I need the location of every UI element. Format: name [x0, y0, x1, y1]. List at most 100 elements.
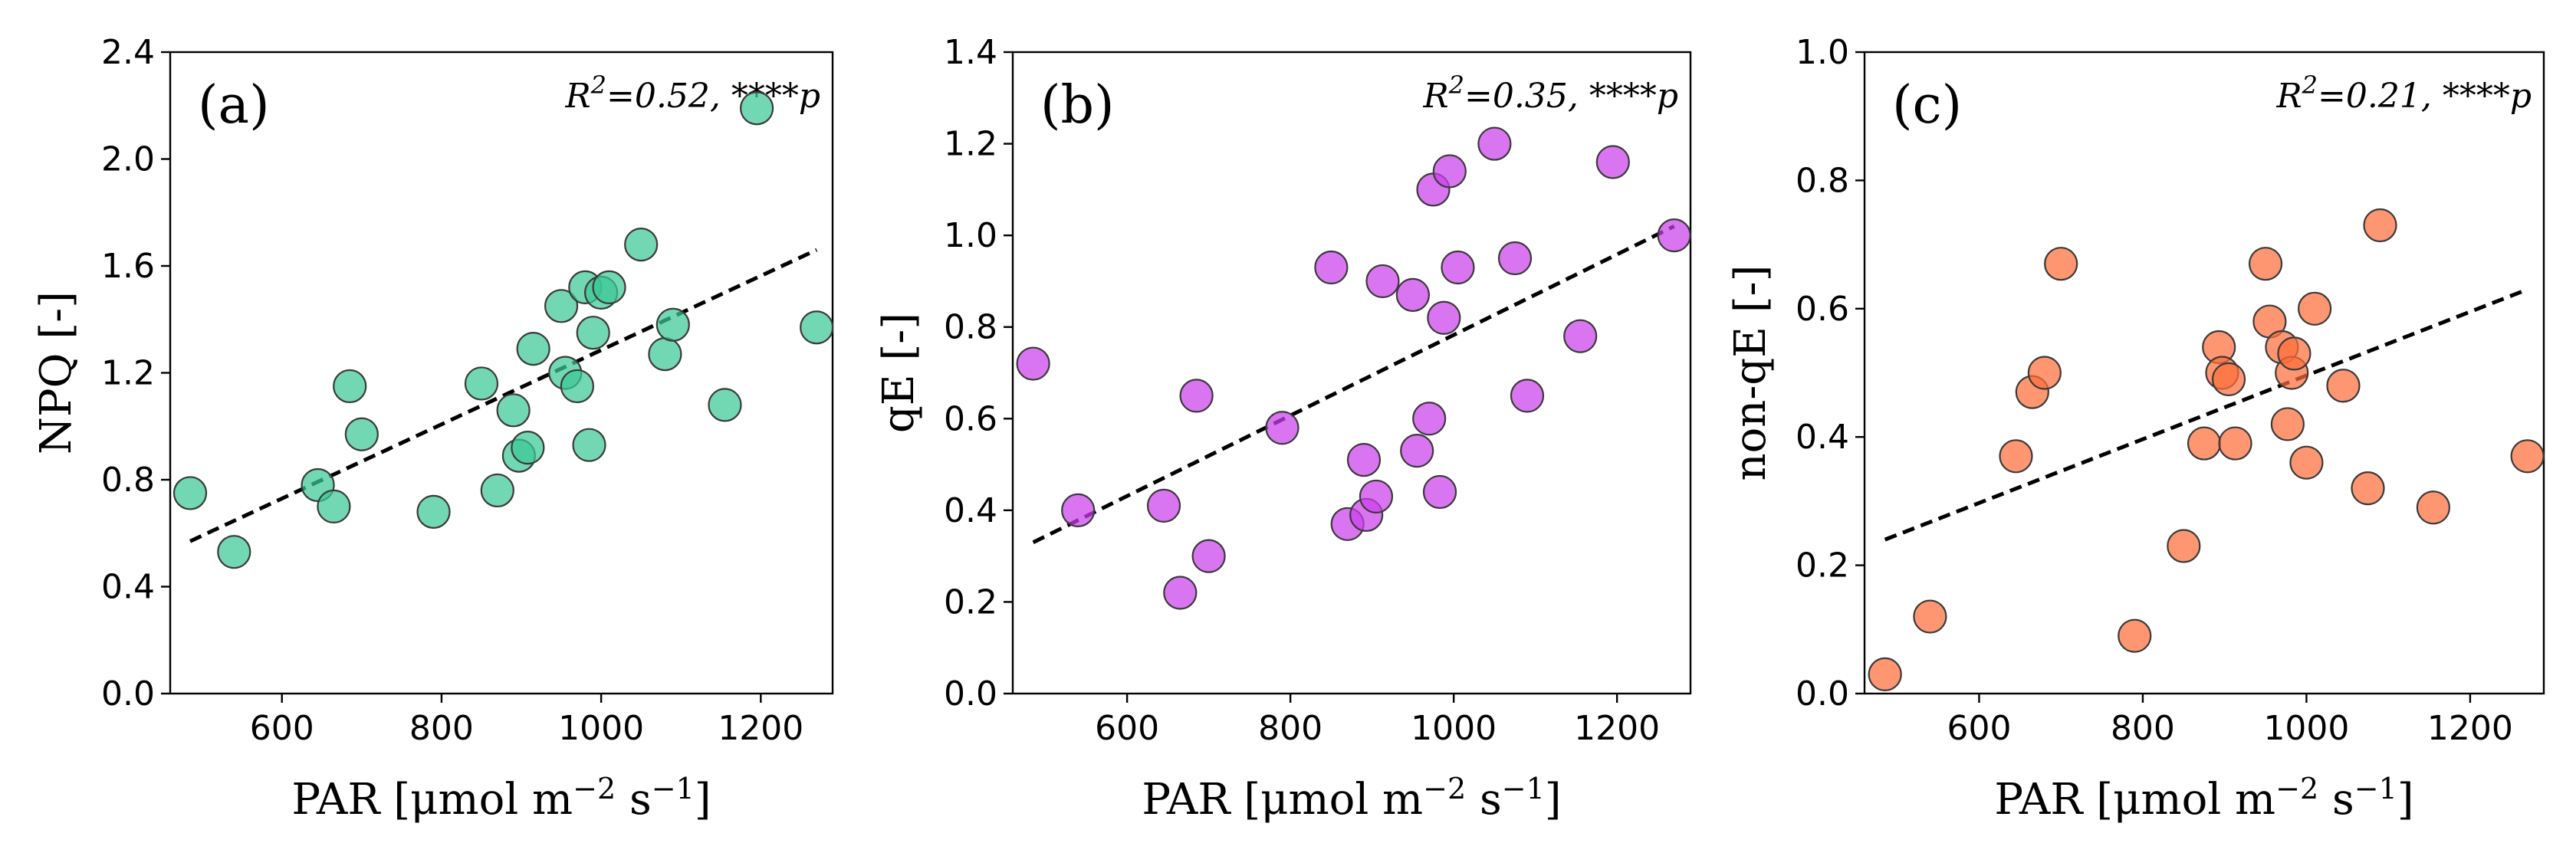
panel-b-data-point	[1441, 250, 1475, 285]
panel-c-y-tick-label: 0.6	[1796, 290, 1849, 329]
panel-a-y-tick-label: 2.4	[101, 33, 155, 72]
panel-c-data-point	[2118, 618, 2152, 653]
panel-c-data-point	[1913, 599, 1947, 634]
panel-c-data-point	[2363, 208, 2397, 243]
panel-b-y-tick-label: 0.6	[944, 399, 997, 438]
panel-b-data-point	[1314, 250, 1349, 285]
panel-b-y-tick-label: 1.0	[944, 216, 997, 255]
panel-c-y-tick-label: 0.8	[1796, 161, 1849, 200]
panel-b: 600 800 1000 1200 0.0 0.2 0.4 0.6 0.8 1.0 1.2 1.4 PA…	[874, 33, 1692, 825]
panel-b-data-point	[1061, 493, 1096, 527]
panel-c-data-point	[2277, 336, 2312, 371]
panel-b-data-point	[1163, 576, 1198, 610]
panel-b-data-point	[1265, 411, 1300, 445]
panel-a-data-point	[648, 336, 682, 372]
panel-c-y-tick-label: 0.0	[1796, 674, 1849, 713]
panel-c-data-point	[2218, 426, 2252, 461]
panel-a-x-axis-label: PAR [μmol m−2 s−1]	[291, 772, 711, 825]
panel-b-data-point	[1179, 379, 1214, 413]
panel-c-r-squared-annotation: R2=0.21, ****p	[2276, 71, 2532, 116]
panel-b-data-point	[1595, 145, 1630, 179]
panel-a-data-point	[740, 91, 774, 126]
panel-a-data-point	[511, 431, 545, 465]
panel-b-data-point	[1365, 264, 1400, 299]
panel-a-data-point	[217, 535, 251, 569]
panel-a-r-squared-annotation: R2=0.52, ****p	[565, 71, 820, 116]
panel-c-data-point	[2326, 369, 2361, 403]
panel-a-data-point	[708, 388, 742, 422]
panel-b-x-tick-label: 600	[1095, 709, 1159, 748]
panel-b-data-point	[1359, 479, 1394, 514]
panel-a-x-tick-label: 600	[250, 709, 314, 748]
panel-b-y-tick-label: 0.0	[944, 674, 997, 713]
panel-a-y-axis-label: NPQ [-]	[31, 291, 81, 454]
panel-a-y-tick-label: 0.4	[101, 568, 155, 607]
panel-c-y-axis-label: non-qE [-]	[1726, 265, 1776, 481]
panel-c-x-tick-label: 1000	[2263, 709, 2349, 748]
panel-b-y-tick-label: 1.2	[944, 125, 997, 164]
panel-a: 600 800 1000 1200 0.0 0.4 0.8 1.2 1.6 2.0 2.4 PAR […	[31, 33, 834, 825]
panel-c-data-point	[2027, 356, 2062, 390]
panel-a-data-point	[516, 332, 550, 366]
panel-b-x-tick-label: 1000	[1411, 709, 1497, 748]
panel-c-data-point	[2416, 490, 2450, 525]
panel-b-y-tick-label: 1.4	[944, 33, 997, 72]
panel-a-data-point	[572, 428, 606, 462]
panel-c-data-point	[1868, 657, 1902, 691]
panel-a-data-point	[656, 307, 690, 342]
panel-a-y-tick-label: 0.0	[101, 674, 155, 713]
panel-a-y-tick-label: 2.0	[101, 140, 155, 179]
panel-a-x-tick-label: 800	[409, 709, 474, 748]
panel-c-data-point	[2044, 247, 2078, 281]
panel-c-x-axis-label: PAR [μmol m−2 s−1]	[1994, 772, 2413, 825]
panel-b-data-point	[1432, 154, 1467, 189]
panel-a-data-point	[560, 369, 594, 404]
panel-c-data-point	[1999, 439, 2033, 474]
panel-b-data-point	[1477, 126, 1512, 161]
panel-b-data-point	[1412, 402, 1447, 436]
panel-c-data-point	[2167, 529, 2201, 563]
panel-b-data-point	[1563, 319, 1598, 353]
panel-c-y-tick-label: 1.0	[1796, 33, 1849, 72]
panel-c: 600 800 1000 1200 0.0 0.2 0.4 0.6 0.8 1.0 PAR [μmo…	[1726, 33, 2545, 825]
panel-b-data-point	[1510, 379, 1545, 413]
panel-a-data-point	[576, 316, 610, 350]
panel-b-axes-frame	[1011, 51, 1692, 695]
panel-c-label: (c)	[1892, 75, 1962, 136]
panel-b-label: (b)	[1040, 75, 1115, 136]
panel-a-data-point	[544, 289, 579, 323]
panel-a-x-tick-label: 1000	[558, 709, 644, 748]
panel-a-data-point	[333, 369, 367, 404]
panel-a-regression-line	[189, 248, 818, 543]
panel-b-data-point	[1191, 539, 1226, 573]
panel-c-data-point	[2289, 445, 2324, 480]
panel-b-y-axis-label: qE [-]	[874, 313, 924, 433]
panel-b-x-axis-label: PAR [μmol m−2 s−1]	[1142, 772, 1561, 825]
panel-a-data-point	[416, 494, 451, 529]
panel-b-data-point	[1427, 300, 1461, 335]
panel-a-data-point	[800, 310, 834, 345]
panel-a-y-tick-label: 1.2	[101, 354, 155, 393]
panel-c-data-point	[2211, 362, 2246, 396]
panel-b-data-point	[1400, 434, 1434, 468]
panel-b-y-tick-label: 0.4	[944, 491, 997, 530]
panel-b-data-point	[1422, 474, 1457, 510]
panel-b-r-squared-annotation: R2=0.35, ****p	[1423, 71, 1678, 116]
panel-c-data-point	[2187, 426, 2222, 461]
panel-b-data-point	[1146, 488, 1181, 523]
panel-c-data-point	[2298, 291, 2332, 326]
panel-c-data-point	[2248, 247, 2283, 281]
panel-b-regression-line	[1032, 224, 1675, 544]
panel-b-y-tick-label: 0.2	[944, 582, 997, 622]
panel-a-data-point	[496, 393, 531, 428]
panel-a-y-tick-label: 1.6	[101, 247, 155, 286]
panel-b-y-tick-label: 0.8	[944, 308, 997, 347]
panel-b-data-point	[1395, 277, 1430, 312]
panel-a-data-point	[480, 473, 514, 508]
panel-b-x-tick-label: 1200	[1574, 709, 1660, 748]
panel-a-data-point	[344, 417, 379, 451]
panel-c-data-point	[2270, 407, 2305, 441]
panel-c-y-tick-label: 0.2	[1796, 546, 1849, 586]
panel-c-data-point	[2351, 471, 2385, 506]
